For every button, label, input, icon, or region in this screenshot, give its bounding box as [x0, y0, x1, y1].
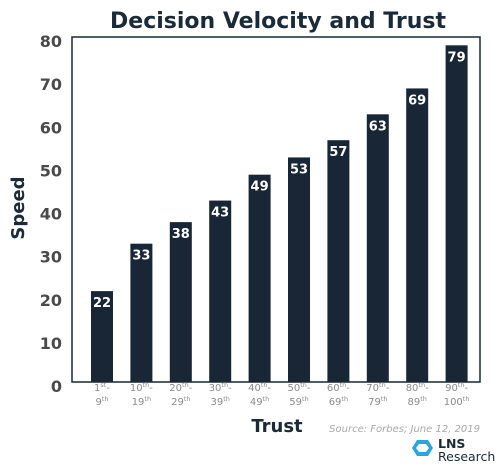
x-tick-label: 30th-39th: [209, 381, 232, 408]
y-axis-title: Speed: [8, 176, 29, 239]
bar: [406, 88, 429, 382]
bar: [248, 174, 271, 382]
chart-title: Decision Velocity and Trust: [110, 9, 446, 34]
x-tick-label: 10th-19th: [130, 381, 153, 408]
x-tick-label-top: 70th-: [366, 381, 389, 394]
bar-value-label: 33: [132, 249, 150, 264]
bar: [209, 200, 232, 382]
y-tick-label: 80: [40, 32, 62, 51]
x-tick-label-bottom: 79th: [368, 395, 387, 408]
x-tick-label-top: 30th-: [209, 381, 232, 394]
bars: 22 33 38 43 49 53 57 63 69 79: [91, 45, 468, 382]
bar: [288, 157, 310, 382]
lns-logo: LNS Research: [412, 436, 495, 464]
logo-line2: Research: [438, 449, 495, 464]
y-tick-label: 50: [40, 161, 62, 180]
bar-value-label: 53: [290, 162, 308, 177]
lns-logo-icon: [412, 440, 433, 456]
y-tick-label: 60: [40, 118, 62, 137]
x-tick-label-bottom: 39th: [210, 395, 229, 408]
x-tick-label-top: 40th-: [248, 381, 271, 394]
source-note: Source: Forbes; June 12, 2019: [329, 424, 480, 435]
bar-value-label: 43: [211, 206, 229, 221]
y-tick-label: 70: [40, 75, 62, 94]
bar: [91, 291, 113, 382]
x-tick-label-bottom: 89th: [407, 395, 426, 408]
x-tick-label-bottom: 9th: [95, 395, 108, 408]
x-tick-label-top: 90th-: [445, 381, 468, 394]
x-tick-label-top: 60th-: [327, 381, 350, 394]
bar: [366, 114, 389, 382]
x-tick-label-bottom: 49th: [250, 395, 269, 408]
bar-value-label: 38: [172, 227, 190, 242]
x-tick-label-bottom: 29th: [171, 395, 190, 408]
x-axis-ticks: 1st-9th 10th-19th 20th-29th 30th-39th 40th-4…: [94, 381, 469, 408]
y-tick-label: 20: [40, 291, 62, 310]
x-tick-label: 80th-89th: [406, 381, 429, 408]
y-tick-label: 0: [51, 377, 62, 396]
y-tick-label: 30: [40, 248, 62, 267]
x-axis-title: Trust: [251, 416, 303, 437]
x-tick-label-top: 80th-: [406, 381, 429, 394]
bar-value-label: 63: [369, 119, 387, 134]
x-tick-label-top: 1st-: [94, 381, 110, 394]
bar: [169, 222, 192, 382]
x-tick-label-top: 50th-: [287, 381, 310, 394]
bar: [445, 45, 468, 382]
x-tick-label-top: 10th-: [130, 381, 153, 394]
x-tick-label: 60th-69th: [327, 381, 350, 408]
logo-line1: LNS: [438, 436, 465, 451]
bar-value-label: 49: [251, 180, 269, 195]
x-tick-label: 40th-49th: [248, 381, 271, 408]
x-tick-label: 20th-29th: [169, 381, 192, 408]
y-tick-label: 40: [40, 205, 62, 224]
x-tick-label-bottom: 19th: [132, 395, 151, 408]
bar-value-label: 57: [329, 145, 347, 160]
plot-frame: [71, 36, 481, 383]
x-tick-label-top: 20th-: [169, 381, 192, 394]
x-tick-label-bottom: 59th: [289, 395, 308, 408]
x-tick-label: 1st-9th: [94, 381, 110, 408]
y-tick-label: 10: [40, 334, 62, 353]
x-tick-label-bottom: 100th: [444, 395, 470, 408]
bar: [130, 243, 153, 382]
bar-value-label: 79: [448, 50, 466, 65]
x-tick-label: 50th-59th: [287, 381, 310, 408]
bar: [327, 140, 350, 382]
y-axis-ticks: 0 10 20 30 40 50 60 70 80: [40, 32, 62, 396]
bar-value-label: 22: [93, 296, 111, 311]
bar-value-label: 69: [408, 93, 426, 108]
x-tick-label-bottom: 69th: [329, 395, 348, 408]
x-tick-label: 90th-100th: [444, 381, 470, 408]
x-tick-label: 70th-79th: [366, 381, 389, 408]
